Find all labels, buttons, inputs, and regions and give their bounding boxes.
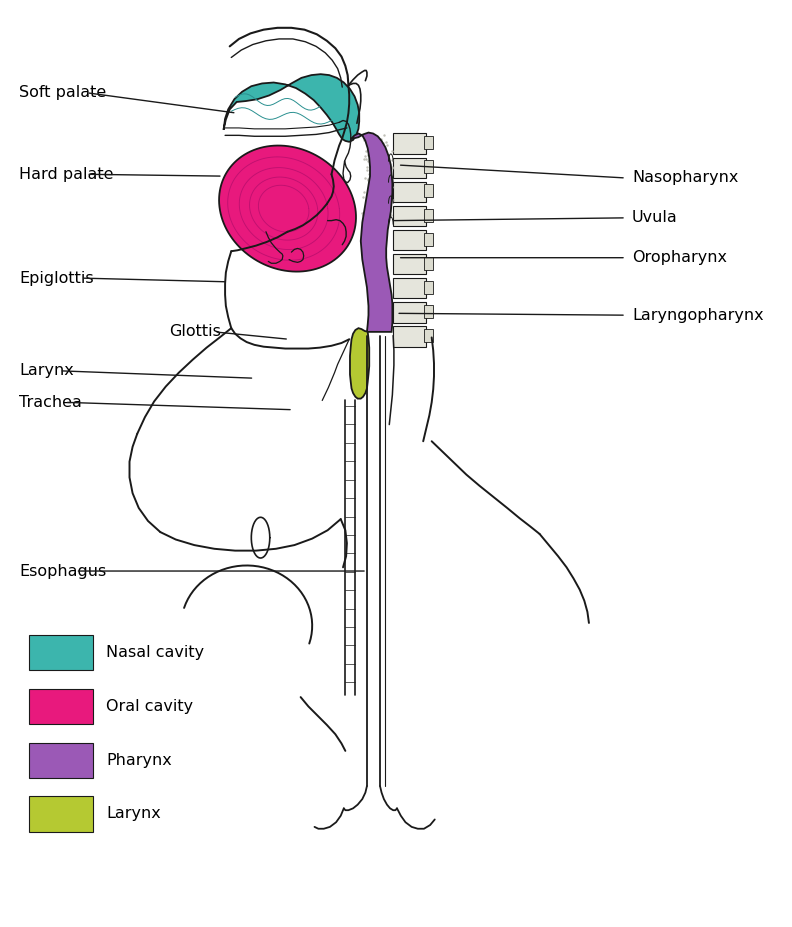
Text: Hard palate: Hard palate — [19, 167, 114, 182]
Text: Nasopharynx: Nasopharynx — [632, 171, 738, 185]
Bar — [393, 133, 425, 154]
Text: Esophagus: Esophagus — [19, 564, 106, 578]
Bar — [393, 302, 425, 323]
Bar — [29, 635, 93, 670]
Bar — [424, 329, 433, 342]
Text: Larynx: Larynx — [19, 363, 74, 378]
Bar — [424, 281, 433, 294]
Bar — [393, 182, 425, 202]
Text: Uvula: Uvula — [632, 210, 678, 225]
Text: Trachea: Trachea — [19, 395, 82, 410]
Bar — [393, 206, 425, 226]
Polygon shape — [351, 133, 392, 332]
Text: Nasal cavity: Nasal cavity — [106, 645, 204, 660]
Bar — [29, 689, 93, 724]
Bar — [393, 326, 425, 347]
Bar — [424, 233, 433, 246]
Bar — [393, 230, 425, 250]
Bar — [29, 796, 93, 832]
Polygon shape — [350, 328, 369, 399]
Bar — [424, 257, 433, 270]
Text: Oropharynx: Oropharynx — [632, 250, 727, 265]
Text: Larynx: Larynx — [106, 806, 161, 821]
Bar — [29, 743, 93, 778]
Bar — [424, 184, 433, 197]
Bar — [424, 160, 433, 173]
Bar — [393, 158, 425, 178]
Polygon shape — [219, 146, 356, 272]
Bar — [424, 305, 433, 318]
Text: Pharynx: Pharynx — [106, 753, 172, 768]
Polygon shape — [223, 74, 360, 142]
Bar — [393, 278, 425, 298]
Bar — [424, 136, 433, 149]
Text: Glottis: Glottis — [169, 324, 222, 339]
Text: Epiglottis: Epiglottis — [19, 271, 94, 286]
Bar — [424, 209, 433, 222]
Text: Oral cavity: Oral cavity — [106, 699, 193, 714]
Text: Laryngopharynx: Laryngopharynx — [632, 308, 763, 323]
Text: Soft palate: Soft palate — [19, 85, 106, 100]
Bar — [393, 254, 425, 274]
